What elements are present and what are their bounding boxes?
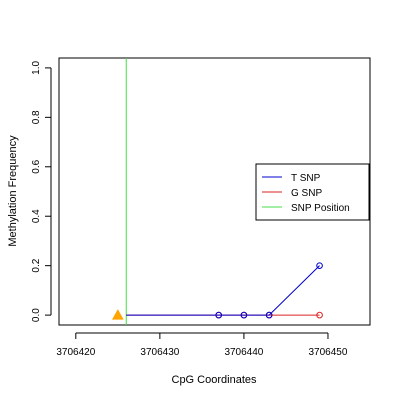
legend-label: G SNP (291, 188, 322, 199)
x-tick-label: 3706440 (224, 347, 263, 358)
x-tick-label: 3706420 (56, 347, 95, 358)
plot-area (111, 58, 323, 325)
y-tick-label: 0.2 (31, 258, 42, 272)
t-snp-point (316, 262, 323, 269)
legend-label: SNP Position (291, 203, 350, 214)
y-tick-label: 0.6 (31, 159, 42, 173)
y-axis: 0.0 0.2 0.4 0.6 0.8 1.0 (31, 61, 52, 322)
legend: T SNP G SNP SNP Position (255, 163, 370, 221)
snp-triangle-marker (111, 309, 124, 320)
t-snp-point (265, 311, 273, 319)
y-tick-label: 1.0 (31, 61, 42, 75)
y-tick-label: 0.4 (31, 209, 42, 223)
x-tick-label: 3706450 (309, 347, 348, 358)
x-axis-label: CpG Coordinates (172, 374, 257, 386)
g-snp-point (316, 311, 323, 319)
y-tick-label: 0.0 (31, 308, 42, 322)
x-axis: 3706420 3706430 3706440 3706450 (56, 332, 348, 358)
legend-label: T SNP (291, 173, 321, 184)
plot-frame (58, 57, 371, 326)
t-snp-point (215, 311, 223, 319)
x-tick-label: 3706430 (140, 347, 179, 358)
y-tick-label: 0.8 (31, 110, 42, 124)
t-snp-point (240, 311, 248, 319)
y-axis-label: Methylation Frequency (7, 135, 19, 247)
t-snp-line (126, 265, 320, 316)
